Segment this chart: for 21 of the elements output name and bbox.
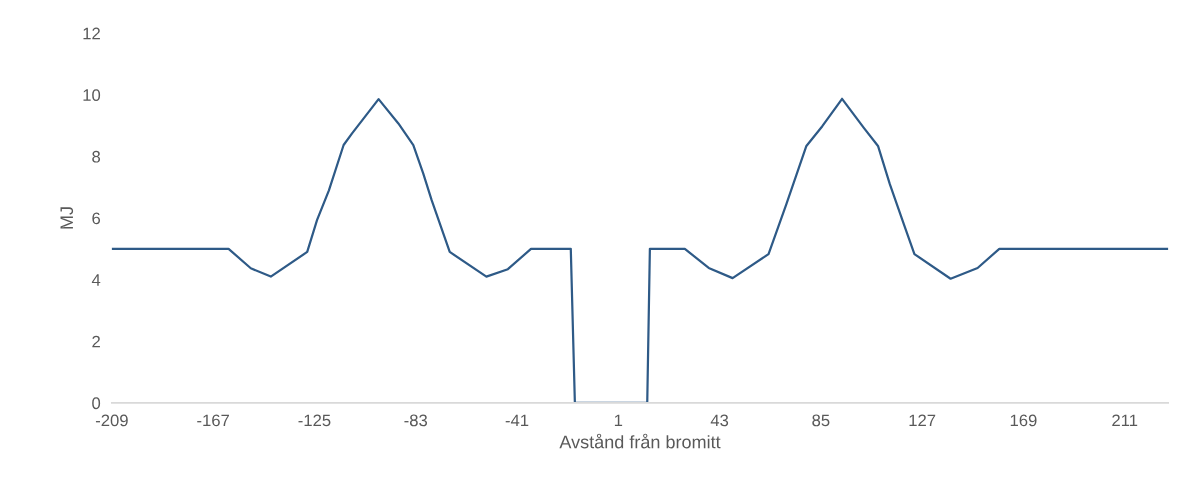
x-tick-label: 85 xyxy=(812,414,830,427)
x-tick-label: -167 xyxy=(197,414,230,427)
y-tick-label: 10 xyxy=(83,89,101,101)
y-axis-title: MJ xyxy=(60,207,74,229)
x-tick-label: 211 xyxy=(1112,414,1138,427)
x-tick-label: 43 xyxy=(710,414,729,427)
y-tick-label: 12 xyxy=(83,27,100,40)
x-tick-label: 1 xyxy=(614,414,623,427)
x-tick-label: -41 xyxy=(505,414,529,427)
y-tick-label: 4 xyxy=(91,274,101,286)
x-tick-label: 127 xyxy=(909,414,936,427)
y-tick-label: 0 xyxy=(92,397,101,410)
x-axis-title: Avstånd från bromitt xyxy=(559,433,721,449)
x-tick-label: 169 xyxy=(1010,414,1037,427)
line-series xyxy=(111,97,1169,403)
y-tick-label: 2 xyxy=(92,335,100,348)
x-tick-label: -83 xyxy=(404,414,428,427)
y-tick-label: 6 xyxy=(92,212,101,225)
x-tick-label: -125 xyxy=(298,414,331,427)
x-tick-label: -209 xyxy=(95,414,128,427)
y-tick-label: 8 xyxy=(92,150,101,163)
